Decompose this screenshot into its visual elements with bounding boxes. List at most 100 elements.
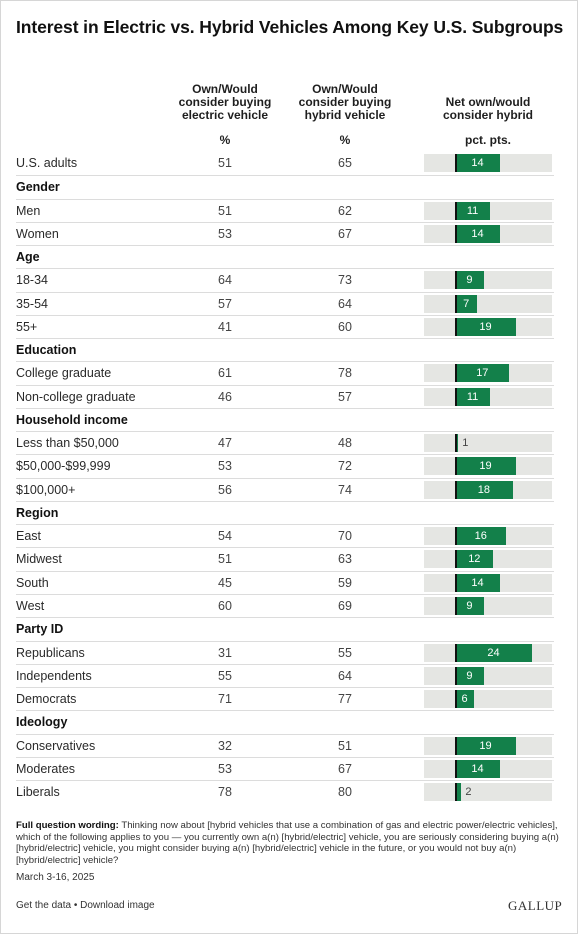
row-label: West — [16, 598, 45, 613]
row-label: Women — [16, 226, 59, 241]
zero-axis-line — [455, 434, 457, 453]
hybrid-value: 63 — [338, 552, 352, 567]
hybrid-value: 80 — [338, 785, 352, 799]
net-bar — [455, 317, 516, 336]
row-label: Conservatives — [16, 738, 96, 753]
net-bar-label: 17 — [476, 367, 489, 380]
row-label: Moderates — [16, 761, 76, 776]
net-bar-track: 18 — [424, 480, 552, 499]
row-label: 55+ — [16, 319, 38, 334]
net-bar — [455, 154, 500, 172]
zero-axis-line — [455, 480, 457, 499]
row-label: College graduate — [16, 366, 112, 381]
net-bar-label: 14 — [471, 576, 484, 589]
electric-value: 51 — [218, 203, 232, 218]
row-label: 18-34 — [16, 273, 48, 288]
net-bar — [455, 596, 484, 615]
group-header-row: Gender — [16, 175, 554, 199]
electric-value: 31 — [218, 645, 232, 660]
table-row: 35-54 57 64 7 — [16, 291, 554, 316]
table-row: Democrats 71 77 6 — [16, 687, 554, 711]
net-bar-track: 14 — [424, 154, 552, 172]
zero-axis-line — [455, 783, 457, 801]
net-bar-track: 9 — [424, 271, 552, 290]
net-bar — [455, 643, 532, 662]
net-bar — [455, 271, 484, 290]
electric-value: 78 — [218, 785, 232, 799]
survey-date: March 3-16, 2025 — [16, 872, 95, 883]
group-label: Household income — [16, 412, 128, 427]
net-bar-track: 11 — [424, 201, 552, 220]
zero-axis-line — [455, 527, 457, 546]
get-data-link[interactable]: Get the data — [16, 900, 72, 911]
electric-value: 41 — [218, 319, 232, 334]
net-bar-label: 9 — [466, 599, 473, 612]
table-row: Liberals 78 80 2 — [16, 780, 554, 804]
group-header-row: Region — [16, 500, 554, 525]
net-bar-track: 11 — [424, 387, 552, 406]
net-bar-track: 14 — [424, 573, 552, 592]
zero-axis-line — [455, 294, 457, 313]
net-bar — [455, 527, 507, 546]
electric-value: 64 — [218, 273, 232, 288]
hybrid-value: 78 — [338, 366, 352, 381]
electric-value: 53 — [218, 459, 232, 474]
net-bar-track: 2 — [424, 783, 552, 801]
net-bar-track: 19 — [424, 736, 552, 755]
download-image-link[interactable]: Download image — [80, 900, 155, 911]
row-label: Independents — [16, 668, 92, 683]
row-label: South — [16, 575, 49, 590]
electric-value: 55 — [218, 668, 232, 683]
group-header-row: Party ID — [16, 617, 554, 641]
net-bar-track: 19 — [424, 457, 552, 476]
zero-axis-line — [455, 666, 457, 685]
electric-value: 46 — [218, 389, 232, 404]
hybrid-unit-label: % — [339, 133, 351, 147]
zero-axis-line — [455, 643, 457, 662]
electric-column-header: Own/Would consider buying electric vehic… — [178, 82, 272, 122]
net-bar — [455, 294, 478, 313]
net-bar — [455, 550, 494, 569]
chart-title: Interest in Electric vs. Hybrid Vehicles… — [16, 17, 564, 37]
hybrid-value: 70 — [338, 529, 352, 544]
table-row: Republicans 31 55 24 — [16, 640, 554, 665]
hybrid-value: 48 — [338, 436, 352, 451]
net-bar-label: 14 — [471, 227, 484, 240]
net-bar-track: 14 — [424, 759, 552, 778]
net-bar-track: 17 — [424, 364, 552, 383]
table-row: College graduate 61 78 17 — [16, 361, 554, 385]
net-bar-label: 14 — [471, 157, 484, 169]
electric-value: 51 — [218, 552, 232, 567]
hybrid-value: 59 — [338, 575, 352, 590]
electric-value: 56 — [218, 482, 232, 497]
table-row: U.S. adults 51 65 14 — [16, 152, 554, 175]
net-bar — [455, 783, 462, 801]
net-bar-label: 11 — [466, 204, 479, 217]
electric-value: 60 — [218, 598, 232, 613]
zero-axis-line — [455, 224, 457, 243]
net-bar-track: 12 — [424, 550, 552, 569]
net-bar-label: 9 — [466, 274, 473, 287]
electric-value: 57 — [218, 296, 232, 311]
net-bar-track: 1 — [424, 434, 552, 453]
net-bar — [455, 736, 516, 755]
row-label: Less than $50,000 — [16, 436, 119, 451]
net-bar — [455, 201, 491, 220]
table-row: Independents 55 64 9 — [16, 663, 554, 688]
table-row: $50,000-$99,999 53 72 19 — [16, 454, 554, 478]
zero-axis-line — [455, 690, 457, 708]
row-label: Democrats — [16, 692, 77, 706]
table-row: 55+ 41 60 19 — [16, 314, 554, 339]
row-label: Men — [16, 203, 41, 218]
zero-axis-line — [455, 736, 457, 755]
row-label: Non-college graduate — [16, 389, 136, 404]
net-bar-track: 24 — [424, 643, 552, 662]
hybrid-value: 67 — [338, 226, 352, 241]
electric-value: 53 — [218, 226, 232, 241]
net-bar-track: 14 — [424, 224, 552, 243]
net-bar-label: 19 — [479, 460, 492, 473]
group-label: Age — [16, 250, 40, 264]
zero-axis-line — [455, 573, 457, 592]
table-row: West 60 69 9 — [16, 593, 554, 618]
group-header-row: Education — [16, 338, 554, 362]
